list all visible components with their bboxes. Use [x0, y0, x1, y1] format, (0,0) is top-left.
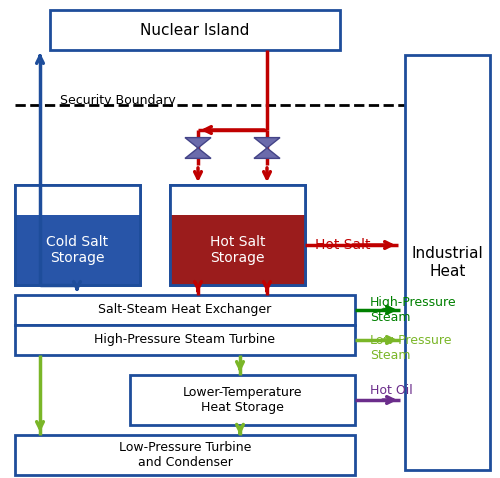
Bar — [405, 55, 490, 470]
Bar — [15, 185, 140, 285]
Text: Hot Oil: Hot Oil — [370, 383, 413, 396]
Text: Hot Salt: Hot Salt — [315, 238, 370, 252]
Bar — [15, 185, 140, 285]
Text: Lower-Temperature
Heat Storage: Lower-Temperature Heat Storage — [183, 386, 302, 414]
Polygon shape — [254, 148, 280, 158]
Bar — [170, 185, 305, 285]
Bar — [130, 375, 355, 425]
Bar — [170, 185, 305, 215]
Polygon shape — [185, 138, 211, 148]
Bar — [15, 185, 140, 215]
Text: High-Pressure
Steam: High-Pressure Steam — [370, 296, 456, 324]
Text: Salt-Steam Heat Exchanger: Salt-Steam Heat Exchanger — [98, 304, 272, 316]
Text: Industrial
Heat: Industrial Heat — [412, 246, 484, 279]
Text: Low-Pressure Turbine
and Condenser: Low-Pressure Turbine and Condenser — [119, 441, 251, 469]
Bar — [15, 435, 355, 475]
Text: Hot Salt
Storage: Hot Salt Storage — [210, 235, 265, 265]
Bar — [15, 325, 355, 355]
Text: Nuclear Island: Nuclear Island — [140, 22, 250, 37]
Text: Low-Pressure
Steam: Low-Pressure Steam — [370, 334, 452, 362]
Text: Security Boundary: Security Boundary — [60, 94, 176, 107]
Bar — [170, 215, 305, 285]
Text: High-Pressure Steam Turbine: High-Pressure Steam Turbine — [94, 334, 276, 347]
Polygon shape — [185, 148, 211, 158]
Bar — [50, 10, 340, 50]
Text: Cold Salt
Storage: Cold Salt Storage — [46, 235, 108, 265]
Bar — [170, 185, 305, 285]
Polygon shape — [254, 138, 280, 148]
Bar — [15, 295, 355, 325]
